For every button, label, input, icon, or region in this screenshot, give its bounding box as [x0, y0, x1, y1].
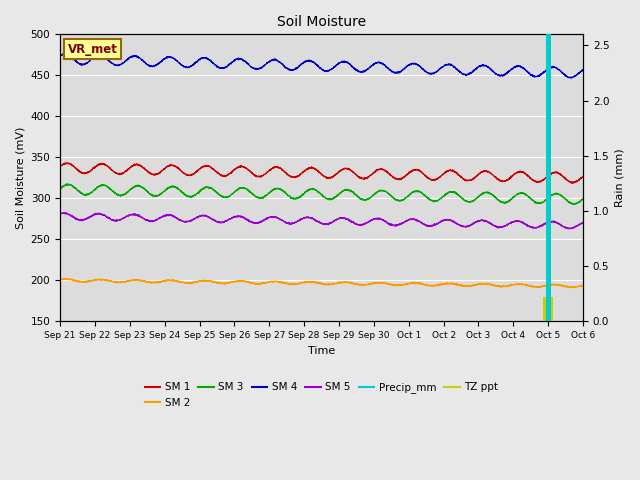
Bar	[546, 35, 551, 321]
Bar	[543, 297, 554, 321]
Y-axis label: Soil Moisture (mV): Soil Moisture (mV)	[15, 127, 25, 229]
Text: VR_met: VR_met	[68, 43, 118, 56]
X-axis label: Time: Time	[308, 346, 335, 356]
Legend: SM 1, SM 2, SM 3, SM 4, SM 5, Precip_mm, TZ ppt: SM 1, SM 2, SM 3, SM 4, SM 5, Precip_mm,…	[141, 378, 502, 412]
Title: Soil Moisture: Soil Moisture	[277, 15, 366, 29]
Y-axis label: Rain (mm): Rain (mm)	[615, 148, 625, 207]
